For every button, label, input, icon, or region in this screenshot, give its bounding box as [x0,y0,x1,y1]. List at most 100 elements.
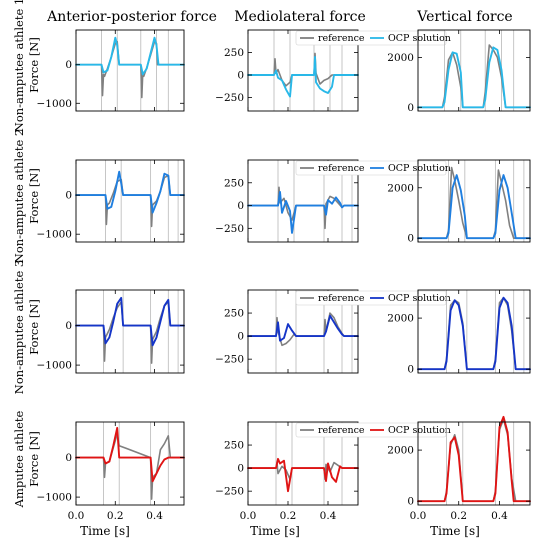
ocp-series-line [417,174,531,240]
x-axis-labels: Time [s] Time [s] Time [s] [80,524,480,538]
panel-r2-c2: 2000 0 [387,289,531,376]
ocp-series-line [247,314,359,342]
x-tick-label: 0.4 [320,510,337,522]
panel-r0-c0: 0 −1000 [36,29,185,112]
axes-frame [247,289,359,374]
ocp-series-line [75,426,185,483]
reference-series-line [75,433,185,500]
row-labels: Non-amputee athlete 1 Force [N] Non-ampu… [12,0,41,508]
panel-r3-c0: 0 −1000 0.0 0.2 0.4 [36,421,185,522]
legend: reference OCP solution [295,290,451,306]
reference-series-line [247,52,359,87]
x-tick-label: 0.2 [450,510,467,522]
row-label-athlete-1: Non-amputee athlete 1 [12,0,26,132]
panel-r0-c1: 250 0 −250 reference OCP solution [215,29,451,112]
axes-frame [417,159,531,243]
row-label-amputee: Amputee athlete [12,410,26,508]
axes-frame [247,421,359,506]
y-tick-label: −250 [215,486,244,498]
panel-r1-c0: 0 −1000 [36,159,185,243]
panel-r2-c0: 0 −1000 [36,289,185,374]
axes-frame [417,289,531,374]
y-tick-label: 250 [224,308,244,320]
y-tick-label: 250 [224,440,244,452]
y-tick-label: −250 [215,223,244,235]
y-tick-label: 0 [65,320,72,332]
ocp-series-line [247,457,359,493]
ocp-series-line [75,36,185,76]
axes-frame [75,159,185,243]
reference-series-line [75,174,185,228]
axes-frame [75,29,185,112]
x-tick-label: 0.2 [280,510,297,522]
y-tick-label: 0 [65,452,72,464]
legend-ocp-label: OCP solution [388,163,451,174]
y-tick-label: 250 [224,47,244,59]
axes-frame [417,421,531,506]
x-axis-label-col-1: Time [s] [80,524,130,538]
row-label-athlete-2: Non-amputee athlete 2 [12,129,26,263]
y-tick-label: −1000 [36,98,72,110]
panel-r3-c2: 2000 0 0.0 0.2 0.4 [387,415,531,522]
column-title-anterior-posterior: Anterior-posterior force [46,9,217,25]
y-tick-label: −1000 [36,229,72,241]
y-tick-label: 0 [237,200,244,212]
legend-reference-label: reference [318,425,365,436]
reference-series-line [75,301,185,364]
chart-panels: 0 −1000 250 0 −250 reference OCP solution 2000 0… [36,29,531,522]
y-tick-label: −1000 [36,360,72,372]
x-axis-label-col-3: Time [s] [430,524,480,538]
y-tick-label: 0 [65,190,72,202]
x-tick-label: 0.0 [240,510,257,522]
ocp-series-line [247,190,359,234]
y-tick-label: −250 [215,92,244,104]
legend-ocp-label: OCP solution [388,33,451,44]
legend-reference-label: reference [318,293,365,304]
x-tick-label: 0.2 [107,510,124,522]
y-tick-label: −1000 [36,492,72,504]
y-tick-label: 0 [407,496,414,508]
legend: reference OCP solution [295,30,451,46]
legend-ocp-label: OCP solution [388,425,451,436]
ocp-series-line [417,415,531,503]
x-tick-label: 0.4 [491,510,508,522]
legend-reference-label: reference [318,163,365,174]
x-tick-label: 0.4 [146,510,163,522]
axes-frame [75,289,185,374]
column-titles: Anterior-posterior force Mediolateral fo… [46,9,513,25]
y-tick-label: 250 [224,177,244,189]
legend: reference OCP solution [295,422,451,438]
row-label-athlete-1-unit: Force [N] [27,37,41,93]
reference-series-line [417,44,531,109]
y-tick-label: 0 [65,59,72,71]
reference-series-line [247,312,359,347]
reference-series-line [247,461,359,481]
legend-reference-label: reference [318,33,365,44]
y-tick-label: 0 [407,364,414,376]
legend: reference OCP solution [295,160,451,176]
ocp-series-line [417,296,531,371]
row-label-amputee-unit: Force [N] [27,431,41,487]
x-tick-label: 0.0 [410,510,427,522]
row-label-athlete-2-unit: Force [N] [27,168,41,224]
panel-r1-c2: 2000 0 [387,159,531,245]
panel-r3-c1: 250 0 −250 0.0 0.2 0.4 reference OCP solution [215,421,451,522]
column-title-vertical: Vertical force [416,9,512,25]
row-label-athlete-3-unit: Force [N] [27,299,41,355]
x-axis-label-col-2: Time [s] [250,524,300,538]
y-tick-label: 2000 [387,182,414,194]
panel-r1-c1: 250 0 −250 reference OCP solution [215,159,451,243]
axes-frame [247,159,359,243]
axes-frame [417,29,531,112]
y-tick-label: 2000 [387,445,414,457]
ocp-series-line [417,46,531,109]
x-tick-label: 0.0 [68,510,85,522]
ocp-series-line [75,170,185,214]
legend-ocp-label: OCP solution [388,293,451,304]
y-tick-label: 2000 [387,52,414,64]
y-tick-label: −250 [215,354,244,366]
panel-r2-c1: 250 0 −250 reference OCP solution [215,289,451,374]
row-label-athlete-3: Non-amputee athlete 3 [12,260,26,394]
axes-frame [247,29,359,112]
